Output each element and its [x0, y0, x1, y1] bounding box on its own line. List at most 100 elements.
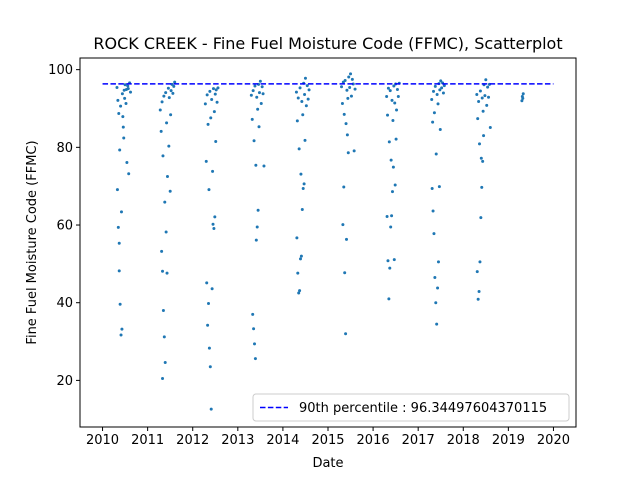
data-point: [160, 249, 164, 253]
data-point: [260, 85, 264, 89]
data-point: [388, 266, 392, 270]
data-point: [395, 108, 399, 112]
data-point: [346, 151, 350, 155]
data-point: [430, 187, 434, 191]
data-point: [484, 78, 488, 82]
data-point: [215, 100, 219, 104]
data-point: [216, 86, 220, 90]
data-point: [481, 109, 485, 113]
data-point: [390, 214, 394, 218]
data-point: [255, 95, 259, 99]
data-point: [214, 140, 218, 144]
data-point: [394, 137, 398, 141]
x-axis-label: Date: [312, 456, 343, 471]
data-point: [210, 287, 214, 291]
data-point: [203, 102, 207, 106]
data-point: [169, 89, 173, 93]
x-tick-label: 2018: [447, 433, 480, 448]
data-point: [123, 83, 127, 87]
data-point: [435, 93, 439, 97]
data-point: [300, 207, 304, 211]
data-point: [482, 134, 486, 138]
data-point: [129, 90, 133, 94]
y-tick-label: 40: [56, 296, 73, 311]
data-point: [433, 275, 437, 279]
data-point: [211, 222, 215, 226]
data-point: [476, 297, 480, 301]
data-point: [261, 92, 265, 96]
data-point: [388, 89, 392, 93]
data-point: [173, 80, 177, 84]
data-point: [122, 88, 126, 92]
data-point: [208, 365, 212, 369]
data-point: [207, 346, 211, 350]
y-tick-label: 80: [56, 141, 73, 156]
data-point: [477, 289, 481, 293]
x-tick-label: 2013: [221, 433, 254, 448]
data-point: [304, 104, 308, 108]
data-point: [480, 96, 484, 100]
data-point: [294, 90, 298, 94]
data-point: [123, 96, 127, 100]
data-point: [343, 271, 347, 275]
data-point: [440, 86, 444, 90]
data-point: [306, 97, 310, 101]
data-point: [303, 76, 307, 80]
data-point: [249, 93, 253, 97]
data-point: [296, 96, 300, 100]
data-point: [257, 91, 261, 95]
data-point: [206, 323, 210, 327]
data-point: [259, 101, 263, 105]
data-point: [395, 87, 399, 91]
data-point: [300, 100, 304, 104]
data-point: [118, 302, 122, 306]
data-point: [158, 108, 162, 112]
data-point: [119, 333, 123, 337]
data-point: [209, 407, 213, 411]
data-point: [301, 187, 305, 191]
data-point: [251, 312, 255, 316]
data-point: [162, 94, 166, 98]
data-point: [213, 215, 217, 219]
data-point: [161, 376, 165, 380]
data-point: [438, 88, 442, 92]
data-point: [431, 209, 435, 213]
data-point: [342, 185, 346, 189]
data-point: [432, 111, 436, 115]
data-point: [486, 85, 490, 89]
data-point: [121, 115, 125, 119]
data-point: [250, 117, 254, 121]
data-point: [254, 238, 258, 242]
data-point: [342, 112, 346, 116]
data-point: [392, 258, 396, 262]
data-point: [477, 100, 481, 104]
data-point: [436, 260, 440, 264]
data-point: [299, 254, 303, 258]
data-point: [349, 94, 353, 98]
data-point: [161, 269, 165, 273]
data-point: [344, 237, 348, 241]
data-point: [165, 271, 169, 275]
data-point: [305, 84, 309, 88]
data-point: [168, 189, 172, 193]
data-point: [433, 84, 437, 88]
data-point: [163, 200, 167, 204]
data-point: [483, 94, 487, 98]
data-point: [436, 102, 440, 106]
data-point: [252, 327, 256, 331]
data-point: [390, 98, 394, 102]
data-point: [255, 225, 259, 229]
data-point: [295, 236, 299, 240]
data-point: [396, 94, 400, 98]
data-point: [298, 289, 302, 293]
data-point: [348, 86, 352, 90]
data-point: [437, 185, 441, 189]
data-point: [475, 270, 479, 274]
data-point: [164, 230, 168, 234]
x-tick-label: 2019: [492, 433, 525, 448]
data-point: [205, 281, 209, 285]
data-point: [485, 103, 489, 107]
data-point: [172, 84, 176, 88]
x-tick-label: 2014: [266, 433, 299, 448]
data-point: [253, 84, 257, 88]
